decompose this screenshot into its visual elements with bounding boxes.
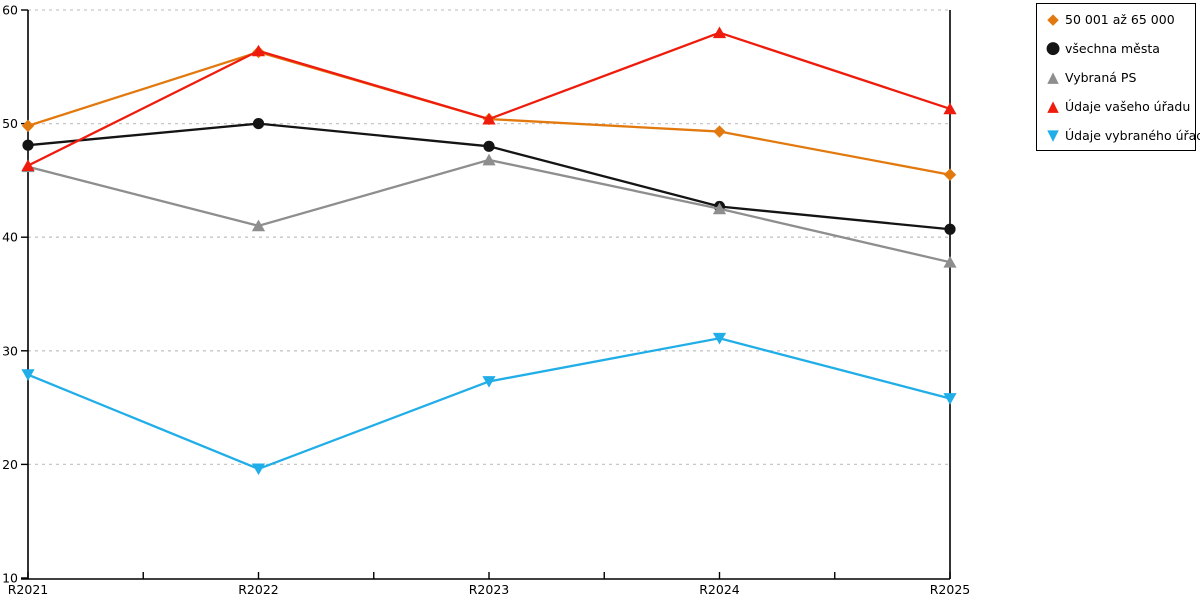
legend-label: 50 001 až 65 000: [1065, 11, 1175, 27]
triangle-up-icon: ▲: [1047, 67, 1059, 86]
series-4-point-R2023: [482, 376, 496, 388]
series-4-point-R2024: [712, 332, 727, 345]
series-3-point-R2023: [482, 112, 496, 125]
legend-item-0: ◆ 50 001 až 65 000: [1044, 5, 1195, 34]
legend-item-4: ▼ Údaje vybraného úřadu: [1044, 121, 1200, 150]
y-tick-label-50: 50: [2, 116, 18, 131]
x-category-label-R2023: R2023: [469, 582, 510, 597]
series-3-point-R2025: [943, 102, 957, 115]
series-line-2: [27, 158, 951, 264]
series-2-point-R2023: [482, 153, 496, 166]
circle-icon: ●: [1045, 37, 1061, 58]
legend-label: Vybraná PS: [1065, 69, 1137, 85]
y-tick-label-60: 60: [2, 3, 18, 18]
series-2-point-R2024: [712, 202, 727, 215]
series-4-point-R2022: [251, 463, 266, 476]
triangle-up-icon: ▲: [1047, 96, 1059, 115]
line-chart-plot: 10 20 30 40 50 60 R2021 R2022 R2023 R2024 R2025: [2, 3, 971, 598]
y-tick-label-40: 40: [2, 230, 18, 245]
series-2-point-R2025: [943, 255, 957, 268]
series-3-point-R2022: [251, 44, 266, 57]
series-0-point-R2024: [713, 125, 726, 138]
series-1-point-R2023: [483, 140, 495, 152]
legend-label: Údaje vašeho úřadu: [1065, 98, 1191, 114]
y-tick-label-10: 10: [2, 571, 18, 586]
legend-item-2: ▲ Vybraná PS: [1044, 63, 1195, 92]
series-1-point-R2022: [252, 118, 265, 130]
x-category-label-R2025: R2025: [930, 582, 971, 597]
x-category-label-R2021: R2021: [8, 582, 49, 597]
x-category-label-R2024: R2024: [699, 582, 740, 597]
series-1-point-R2021: [22, 139, 34, 151]
legend-label: Údaje vybraného úřadu: [1065, 127, 1200, 143]
series-3-point-R2021: [21, 159, 35, 172]
y-tick-label-30: 30: [2, 343, 18, 358]
diamond-icon: ◆: [1047, 9, 1059, 28]
series-2-point-R2022: [251, 219, 266, 232]
chart-legend: ◆ 50 001 až 65 000 ● všechna města ▲ Vybraná …: [1036, 3, 1200, 151]
series-0-point-R2021: [21, 119, 35, 133]
y-tick-label-20: 20: [2, 457, 18, 472]
legend-label: všechna města: [1065, 40, 1160, 56]
series-3-point-R2024: [712, 26, 727, 39]
series-4-point-R2025: [943, 393, 957, 405]
x-category-label-R2022: R2022: [238, 582, 279, 597]
series-line-1: [27, 122, 951, 231]
legend-item-3: ▲ Údaje vašeho úřadu: [1044, 92, 1195, 121]
triangle-down-icon: ▼: [1047, 125, 1059, 144]
series-line-4: [27, 337, 951, 471]
legend-item-1: ● všechna města: [1044, 34, 1195, 63]
series-0-point-R2025: [943, 168, 957, 181]
series-4-point-R2021: [21, 369, 35, 381]
series-1-point-R2025: [944, 223, 956, 235]
